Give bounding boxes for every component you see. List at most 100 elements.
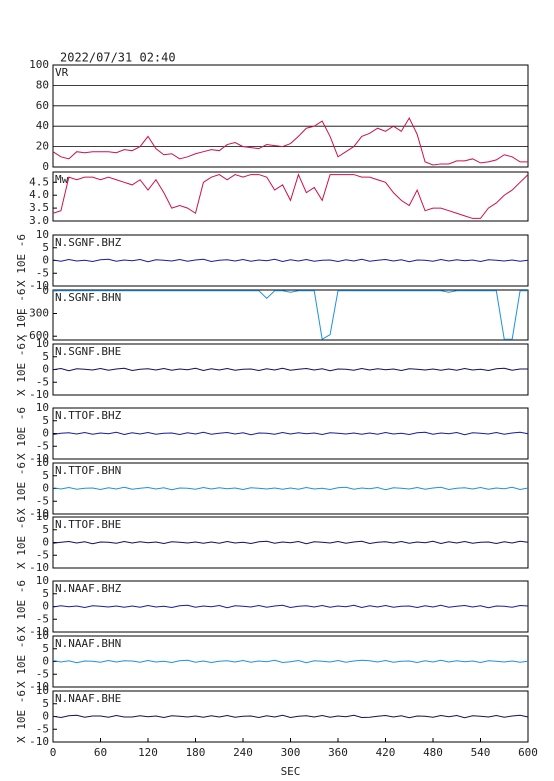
x-axis-label: SEC <box>281 765 301 778</box>
y-axis-label: X 10E -6 <box>15 289 28 342</box>
panel-label: N.SGNF.BHZ <box>55 236 122 249</box>
trace <box>52 258 529 263</box>
trace <box>53 290 528 341</box>
y-tick-label: -600 <box>23 329 50 342</box>
y-tick-label: 4.5 <box>29 175 49 188</box>
y-tick-label: -5 <box>36 612 49 625</box>
y-tick-label: 10 <box>36 337 49 350</box>
y-axis-label: X 10E -6 <box>15 234 28 287</box>
y-axis-label: X 10E -6 <box>15 516 28 569</box>
y-tick-label: -5 <box>36 439 49 452</box>
y-tick-label: 3.0 <box>29 214 49 227</box>
y-tick-label: -10 <box>29 561 49 574</box>
y-tick-label: -10 <box>29 388 49 401</box>
y-tick-label: 0 <box>42 427 49 440</box>
x-tick-label: 0 <box>50 746 57 759</box>
y-tick-label: -10 <box>29 625 49 638</box>
y-axis-label: X 10E -6 <box>15 635 28 688</box>
y-tick-label: 20 <box>36 140 49 153</box>
panel-label: VR <box>55 66 69 79</box>
y-tick-label: 5 <box>42 350 49 363</box>
y-tick-label: 0 <box>42 600 49 613</box>
panel-label: N.NAAF.BHZ <box>55 582 122 595</box>
panel-frame <box>52 234 529 287</box>
trace <box>52 116 528 166</box>
panel-frame <box>52 64 529 168</box>
y-tick-label: 5 <box>42 241 49 254</box>
y-axis-label: X 10E -6 <box>15 690 28 743</box>
x-tick-label: 120 <box>138 746 158 759</box>
y-tick-label: -10 <box>29 452 49 465</box>
y-tick-label: 5 <box>42 587 49 600</box>
y-tick-label: -5 <box>36 266 49 279</box>
y-tick-label: -300 <box>23 306 50 319</box>
x-tick-label: 180 <box>186 746 206 759</box>
y-tick-label: 60 <box>36 99 49 112</box>
panel-frame <box>52 171 529 222</box>
y-tick-label: 10 <box>36 574 49 587</box>
y-tick-label: 0 <box>42 284 49 297</box>
y-tick-label: 0 <box>42 160 49 173</box>
y-tick-label: 5 <box>42 469 49 482</box>
x-tick-label: 540 <box>471 746 491 759</box>
x-tick-label: 360 <box>328 746 348 759</box>
y-tick-label: -10 <box>29 680 49 693</box>
y-tick-label: 0 <box>42 363 49 376</box>
y-tick-label: -5 <box>36 494 49 507</box>
panel-label: Mw <box>55 173 69 186</box>
y-tick-label: 100 <box>29 58 49 71</box>
panel-label: N.TTOF.BHN <box>55 464 121 477</box>
panel-label: N.TTOF.BHZ <box>55 409 122 422</box>
y-tick-label: 4.0 <box>29 188 49 201</box>
y-tick-label: 10 <box>36 228 49 241</box>
trace <box>52 659 529 664</box>
y-axis-label: X 10E -6 <box>15 580 28 633</box>
panel-frame <box>52 343 529 396</box>
y-tick-label: 5 <box>42 414 49 427</box>
x-tick-label: 60 <box>94 746 107 759</box>
y-tick-label: 10 <box>36 510 49 523</box>
y-tick-label: 5 <box>42 697 49 710</box>
y-tick-label: -5 <box>36 548 49 561</box>
y-tick-label: 10 <box>36 456 49 469</box>
y-axis-label: X 10E -6 <box>15 462 28 515</box>
y-tick-label: 0 <box>42 482 49 495</box>
trace <box>52 367 528 372</box>
panel-frame <box>52 690 529 743</box>
y-tick-label: 0 <box>42 536 49 549</box>
panel-label: N.NAAF.BHN <box>55 637 121 650</box>
panel-label: N.SGNF.BHE <box>55 345 121 358</box>
panel-frame <box>52 289 529 341</box>
trace <box>52 540 529 545</box>
trace <box>52 431 529 436</box>
panel-label: N.NAAF.BHE <box>55 692 121 705</box>
trace <box>52 604 529 609</box>
panel-label: N.TTOF.BHE <box>55 518 121 531</box>
y-tick-label: -5 <box>36 722 49 735</box>
y-tick-label: -10 <box>29 279 49 292</box>
x-tick-label: 600 <box>518 746 538 759</box>
y-tick-label: 40 <box>36 119 49 132</box>
y-tick-label: 0 <box>42 710 49 723</box>
panel-label: N.SGNF.BHN <box>55 291 121 304</box>
trace <box>52 714 529 719</box>
y-axis-label: X 10E -6 <box>15 343 28 396</box>
y-tick-label: 10 <box>36 684 49 697</box>
y-tick-label: -5 <box>36 375 49 388</box>
x-tick-label: 240 <box>233 746 253 759</box>
panel-frame <box>52 407 529 460</box>
chart-title: 2022/07/31 02:40 <box>60 51 176 65</box>
y-tick-label: 80 <box>36 78 49 91</box>
y-tick-label: -10 <box>29 507 49 520</box>
x-tick-label: 420 <box>376 746 396 759</box>
y-tick-label: 0 <box>42 655 49 668</box>
trace <box>52 486 529 491</box>
y-tick-label: -5 <box>36 667 49 680</box>
x-tick-label: 300 <box>281 746 301 759</box>
y-tick-label: 0 <box>42 254 49 267</box>
y-tick-label: 10 <box>36 629 49 642</box>
y-axis-label: X 10E -6 <box>15 407 28 460</box>
y-tick-label: -10 <box>29 735 49 748</box>
y-tick-label: 5 <box>42 642 49 655</box>
